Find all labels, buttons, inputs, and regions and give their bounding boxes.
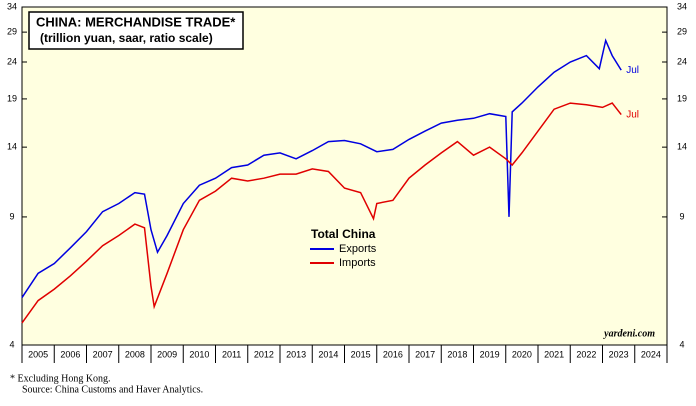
chart-title: CHINA: MERCHANDISE TRADE* bbox=[36, 14, 236, 29]
x-tick-label: 2013 bbox=[286, 349, 306, 359]
x-tick-label: 2010 bbox=[189, 349, 209, 359]
x-tick-label: 2022 bbox=[576, 349, 596, 359]
note: * Excluding Hong Kong. bbox=[10, 373, 111, 384]
y-tick-label: 29 bbox=[7, 26, 17, 36]
x-tick-label: 2015 bbox=[351, 349, 371, 359]
end-label: Jul bbox=[626, 65, 639, 76]
x-tick-label: 2016 bbox=[383, 349, 403, 359]
x-tick-label: 2008 bbox=[125, 349, 145, 359]
x-tick-label: 2007 bbox=[93, 349, 113, 359]
x-tick-label: 2012 bbox=[254, 349, 274, 359]
credit: yardeni.com bbox=[603, 328, 655, 339]
series-line bbox=[21, 38, 622, 299]
y-tick-label: 19 bbox=[677, 93, 687, 103]
y-tick-label: 24 bbox=[7, 56, 17, 66]
x-tick-label: 2009 bbox=[157, 349, 177, 359]
x-tick-label: 2006 bbox=[60, 349, 80, 359]
legend-label: Imports bbox=[339, 257, 376, 269]
x-tick-label: 2018 bbox=[447, 349, 467, 359]
y-tick-label: 34 bbox=[7, 1, 17, 11]
y-tick-label: 4 bbox=[679, 339, 684, 349]
x-tick-label: 2019 bbox=[480, 349, 500, 359]
y-tick-label: 14 bbox=[677, 142, 687, 152]
y-tick-label: 24 bbox=[677, 56, 687, 66]
y-tick-label: 19 bbox=[7, 93, 17, 103]
y-tick-label: 9 bbox=[9, 211, 14, 221]
note: Source: China Customs and Haver Analytic… bbox=[22, 384, 203, 395]
legend-title: Total China bbox=[311, 227, 376, 241]
x-tick-label: 2011 bbox=[222, 349, 241, 359]
x-tick-label: 2017 bbox=[415, 349, 435, 359]
x-tick-label: 2005 bbox=[28, 349, 48, 359]
x-tick-label: 2024 bbox=[641, 349, 661, 359]
y-tick-label: 4 bbox=[9, 339, 14, 349]
y-tick-label: 14 bbox=[7, 142, 17, 152]
y-tick-label: 29 bbox=[677, 26, 687, 36]
plot-area bbox=[21, 6, 668, 346]
legend-label: Exports bbox=[339, 243, 377, 255]
x-tick-label: 2020 bbox=[512, 349, 532, 359]
x-tick-label: 2023 bbox=[609, 349, 629, 359]
x-tick-label: 2014 bbox=[318, 349, 338, 359]
title-box bbox=[28, 11, 244, 50]
y-tick-label: 34 bbox=[677, 1, 687, 11]
y-tick-label: 9 bbox=[679, 211, 684, 221]
series-line bbox=[21, 102, 622, 324]
end-label: Jul bbox=[626, 109, 639, 120]
x-tick-label: 2021 bbox=[544, 349, 564, 359]
chart-subtitle: (trillion yuan, saar, ratio scale) bbox=[40, 31, 213, 45]
